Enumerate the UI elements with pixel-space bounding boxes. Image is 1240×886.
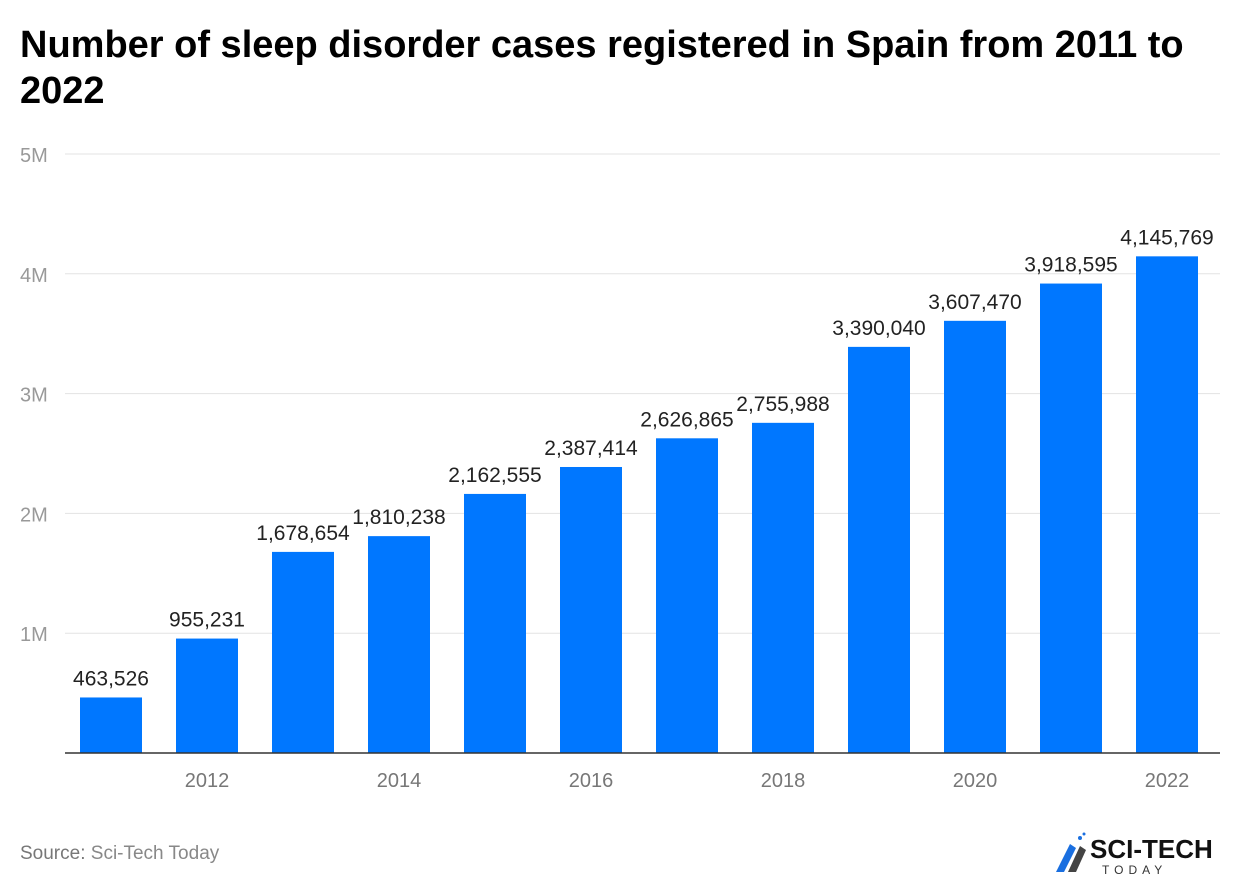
- data-label: 1,810,238: [352, 506, 445, 529]
- bar-2017: [656, 438, 718, 753]
- source-name: Sci-Tech Today: [90, 843, 220, 864]
- bar-2015: [464, 493, 526, 753]
- y-tick-label: 1M: [20, 624, 48, 646]
- x-tick-label: 2016: [569, 770, 614, 792]
- y-tick-label: 5M: [20, 145, 48, 167]
- bar-2021: [1040, 283, 1102, 753]
- x-tick-label: 2012: [185, 770, 230, 792]
- bar-2022: [1136, 256, 1198, 753]
- y-tick-label: 3M: [20, 385, 48, 407]
- bar-2018: [752, 422, 814, 753]
- bar-2020: [944, 320, 1006, 753]
- source-note: Source: Sci-Tech Today: [20, 843, 219, 865]
- data-label: 2,755,988: [736, 393, 829, 416]
- bar-2012: [176, 638, 238, 753]
- data-label: 3,390,040: [832, 317, 925, 340]
- data-label: 3,607,470: [928, 291, 1021, 314]
- data-label: 2,387,414: [544, 437, 638, 460]
- data-label: 463,526: [73, 667, 149, 690]
- x-tick-label: 2022: [1145, 770, 1190, 792]
- data-label: 4,145,769: [1120, 226, 1213, 249]
- y-tick-label: 2M: [20, 504, 48, 526]
- svg-text:SCI-TECH: SCI-TECH: [1090, 834, 1213, 864]
- bar-2016: [560, 466, 622, 753]
- x-tick-label: 2020: [953, 770, 998, 792]
- bar-2013: [272, 551, 334, 753]
- chart-title: Number of sleep disorder cases registere…: [20, 24, 1184, 112]
- source-label: Source:: [20, 843, 86, 864]
- y-tick-label: 4M: [20, 265, 48, 287]
- data-label: 1,678,654: [256, 522, 350, 545]
- data-label: 3,918,595: [1024, 254, 1117, 277]
- x-tick-label: 2014: [377, 770, 422, 792]
- bar-2019: [848, 346, 910, 753]
- bar-chart: 1M 2M 3M 4M 5M 463,526 955,231 2012 1,678,6541,8…: [20, 145, 1220, 792]
- svg-text:TODAY: TODAY: [1102, 863, 1167, 877]
- data-label: 2,162,555: [448, 464, 541, 487]
- bar-2014: [368, 536, 430, 753]
- x-tick-label: 2018: [761, 770, 806, 792]
- sci-tech-today-logo: SCI-TECH TODAY: [1056, 832, 1213, 877]
- data-label: 955,231: [169, 609, 245, 632]
- data-label: 2,626,865: [640, 408, 733, 431]
- bar-2011: [80, 697, 142, 753]
